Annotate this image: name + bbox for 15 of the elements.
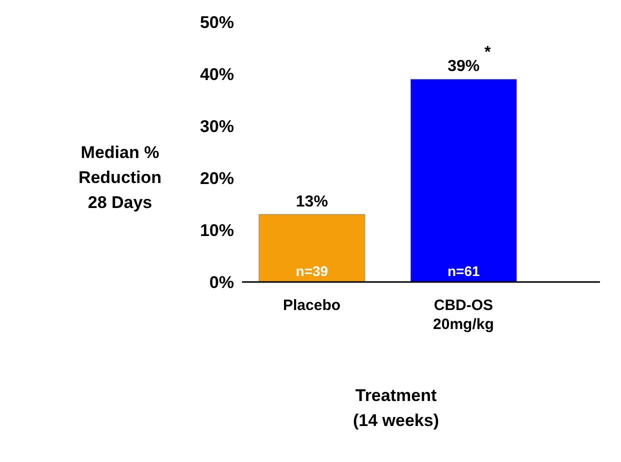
y-tick-label: 40% — [200, 65, 234, 84]
y-tick-label: 0% — [209, 273, 234, 292]
y-tick-label: 10% — [200, 221, 234, 240]
y-axis-title: Median % Reduction 28 Days — [77, 142, 163, 214]
x-tick-label: Placebo — [283, 297, 341, 314]
y-tick-label: 20% — [200, 169, 234, 188]
text: 39% — [448, 58, 480, 76]
y-tick-label: 50% — [200, 13, 234, 32]
x-axis-title: Treatment (14 weeks) — [352, 385, 440, 432]
annotation: * — [484, 44, 492, 62]
text: 13% — [296, 193, 328, 210]
annotation: n=39 — [296, 263, 328, 279]
y-tick-label: 30% — [200, 117, 234, 136]
x-tick-label: CBD-OS 20mg/kg — [433, 297, 494, 333]
annotation: n=61 — [447, 263, 480, 279]
